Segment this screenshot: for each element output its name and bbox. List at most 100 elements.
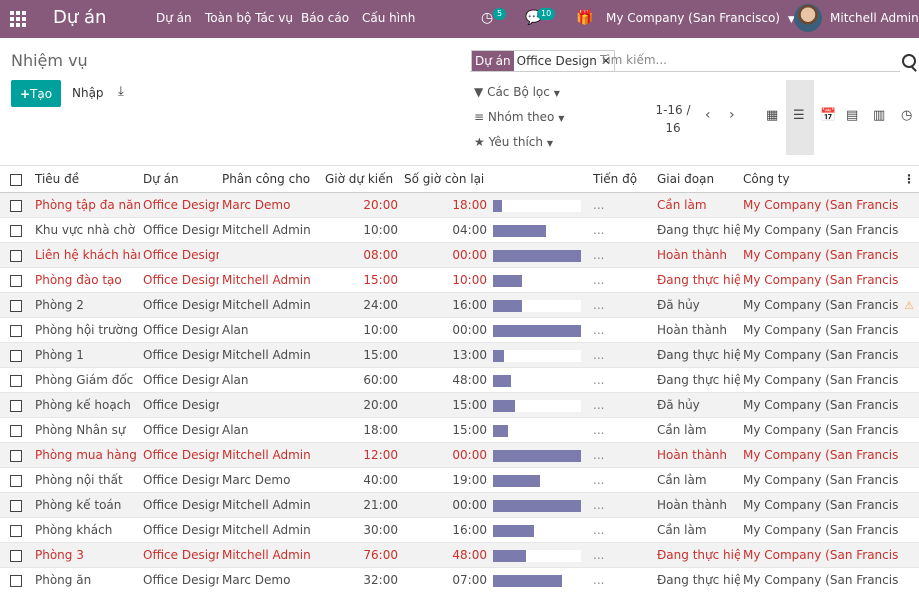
search-input[interactable] xyxy=(600,51,890,69)
col-header-title[interactable]: Tiêu đề xyxy=(32,166,140,193)
filters-dropdown[interactable]: ▼ Các Bộ lọc ▼ xyxy=(474,85,560,99)
menu-item-projects[interactable]: Dự án xyxy=(156,11,192,25)
top-navbar: Dự án Dự án Toàn bộ Tác vụ Báo cáo Cấu h… xyxy=(0,0,919,38)
pager-value[interactable]: 1-16 / 16 xyxy=(650,101,696,137)
progress-bar-fill xyxy=(493,350,504,362)
cell-planned-hours: 15:00 xyxy=(322,268,401,293)
cell-stage: Đang thực hiện xyxy=(654,568,740,592)
cell-progress: ... xyxy=(590,493,654,518)
row-checkbox[interactable] xyxy=(0,293,32,318)
row-checkbox[interactable] xyxy=(0,243,32,268)
col-header-progress[interactable]: Tiến độ xyxy=(590,166,654,193)
cell-remaining-hours: 00:00 xyxy=(401,443,490,468)
row-checkbox[interactable] xyxy=(0,418,32,443)
cell-title: Liên hệ khách hàng xyxy=(32,243,140,268)
cell-progress-bar xyxy=(490,393,590,418)
chevron-left-icon[interactable]: ‹ xyxy=(705,107,711,123)
col-header-assignee[interactable]: Phân công cho xyxy=(219,166,322,193)
menu-item-reporting[interactable]: Báo cáo xyxy=(301,11,349,25)
row-checkbox[interactable] xyxy=(0,368,32,393)
cell-progress-bar xyxy=(490,243,590,268)
row-checkbox[interactable] xyxy=(0,443,32,468)
kanban-view-icon[interactable]: ▦ xyxy=(766,108,778,123)
col-header-remaining-hours[interactable]: Số giờ còn lại xyxy=(401,166,490,193)
row-checkbox[interactable] xyxy=(0,193,32,218)
pivot-view-icon[interactable]: ▤ xyxy=(846,108,858,123)
menu-item-all-tasks[interactable]: Toàn bộ Tác vụ xyxy=(205,11,293,25)
activity-badge: 5 xyxy=(493,8,506,20)
caret-down-icon: ▼ xyxy=(547,139,553,148)
grid-icon[interactable] xyxy=(10,11,26,27)
menu-item-configuration[interactable]: Cấu hình xyxy=(362,11,415,25)
cell-remaining-hours: 48:00 xyxy=(401,543,490,568)
cell-stage: Đang thực hiện xyxy=(654,343,740,368)
row-checkbox[interactable] xyxy=(0,218,32,243)
row-checkbox[interactable] xyxy=(0,393,32,418)
cell-project: Office Design xyxy=(140,443,219,468)
import-button[interactable]: Nhập xyxy=(72,86,104,100)
chevron-right-icon[interactable]: › xyxy=(729,107,735,123)
row-checkbox[interactable] xyxy=(0,268,32,293)
col-header-project[interactable]: Dự án xyxy=(140,166,219,193)
cell-stage: Hoàn thành xyxy=(654,493,740,518)
search-icon[interactable] xyxy=(902,54,916,68)
optional-columns-icon[interactable]: ⋮ xyxy=(899,166,919,193)
col-header-company[interactable]: Công ty xyxy=(740,166,899,193)
cell-progress: ... xyxy=(590,193,654,218)
calendar-view-icon[interactable]: 📅 xyxy=(820,108,836,123)
row-checkbox[interactable] xyxy=(0,518,32,543)
cell-progress-bar xyxy=(490,568,590,592)
company-switcher[interactable]: My Company (San Francisco) ▼ xyxy=(606,11,795,25)
col-header-stage[interactable]: Giai đoạn xyxy=(654,166,740,193)
list-view-icon[interactable]: ☰ xyxy=(793,108,805,123)
avatar[interactable] xyxy=(794,4,822,32)
cell-assignee: Mitchell Admin xyxy=(219,293,322,318)
cell-project: Office Design xyxy=(140,418,219,443)
create-button[interactable]: +Tạo xyxy=(11,80,61,107)
cell-stage: Hoàn thành xyxy=(654,318,740,343)
select-all-checkbox[interactable] xyxy=(0,166,32,193)
graph-view-icon[interactable]: ▥ xyxy=(873,108,885,123)
row-checkbox[interactable] xyxy=(0,468,32,493)
row-checkbox[interactable] xyxy=(0,568,32,592)
favorites-dropdown[interactable]: ★ Yêu thích ▼ xyxy=(474,135,553,149)
gift-icon[interactable]: 🎁 xyxy=(576,10,593,26)
favorites-label: Yêu thích xyxy=(489,135,543,149)
row-checkbox[interactable] xyxy=(0,318,32,343)
user-name[interactable]: Mitchell Admin xyxy=(830,11,919,25)
facet-value: Office Design xyxy=(514,51,600,71)
activity-clock-icon[interactable]: ◷ xyxy=(481,10,493,26)
cell-company: My Company (San Francisco) xyxy=(740,293,899,318)
progress-bar-fill xyxy=(493,425,508,437)
cell-assignee: Alan xyxy=(219,418,322,443)
progress-bar xyxy=(493,400,581,412)
row-checkbox[interactable] xyxy=(0,493,32,518)
cell-progress-bar xyxy=(490,418,590,443)
groupby-dropdown[interactable]: ≡ Nhóm theo ▼ xyxy=(474,110,564,124)
breadcrumb: Nhiệm vụ xyxy=(11,51,88,70)
cell-planned-hours: 12:00 xyxy=(322,443,401,468)
activity-view-icon[interactable]: ◷ xyxy=(901,108,912,123)
col-header-planned-hours[interactable]: Giờ dự kiến xyxy=(322,166,401,193)
row-checkbox[interactable] xyxy=(0,343,32,368)
row-checkbox[interactable] xyxy=(0,543,32,568)
download-icon[interactable]: ⤓ xyxy=(118,84,124,99)
cell-company: My Company (San Francisco) xyxy=(740,193,899,218)
cell-progress-bar xyxy=(490,343,590,368)
